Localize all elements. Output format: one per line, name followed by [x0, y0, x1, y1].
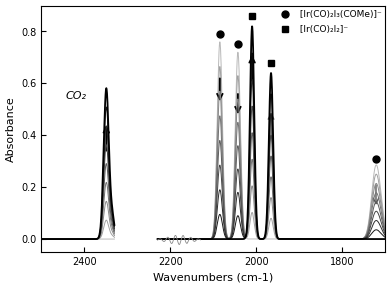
Y-axis label: Absorbance: Absorbance — [5, 96, 16, 162]
Legend:  [Ir(CO)₂I₃(COMe)]⁻,  [Ir(CO)₂I₂]⁻: [Ir(CO)₂I₃(COMe)]⁻, [Ir(CO)₂I₂]⁻ — [273, 7, 384, 37]
Text: CO₂: CO₂ — [65, 91, 86, 101]
X-axis label: Wavenumbers (cm-1): Wavenumbers (cm-1) — [153, 272, 274, 283]
